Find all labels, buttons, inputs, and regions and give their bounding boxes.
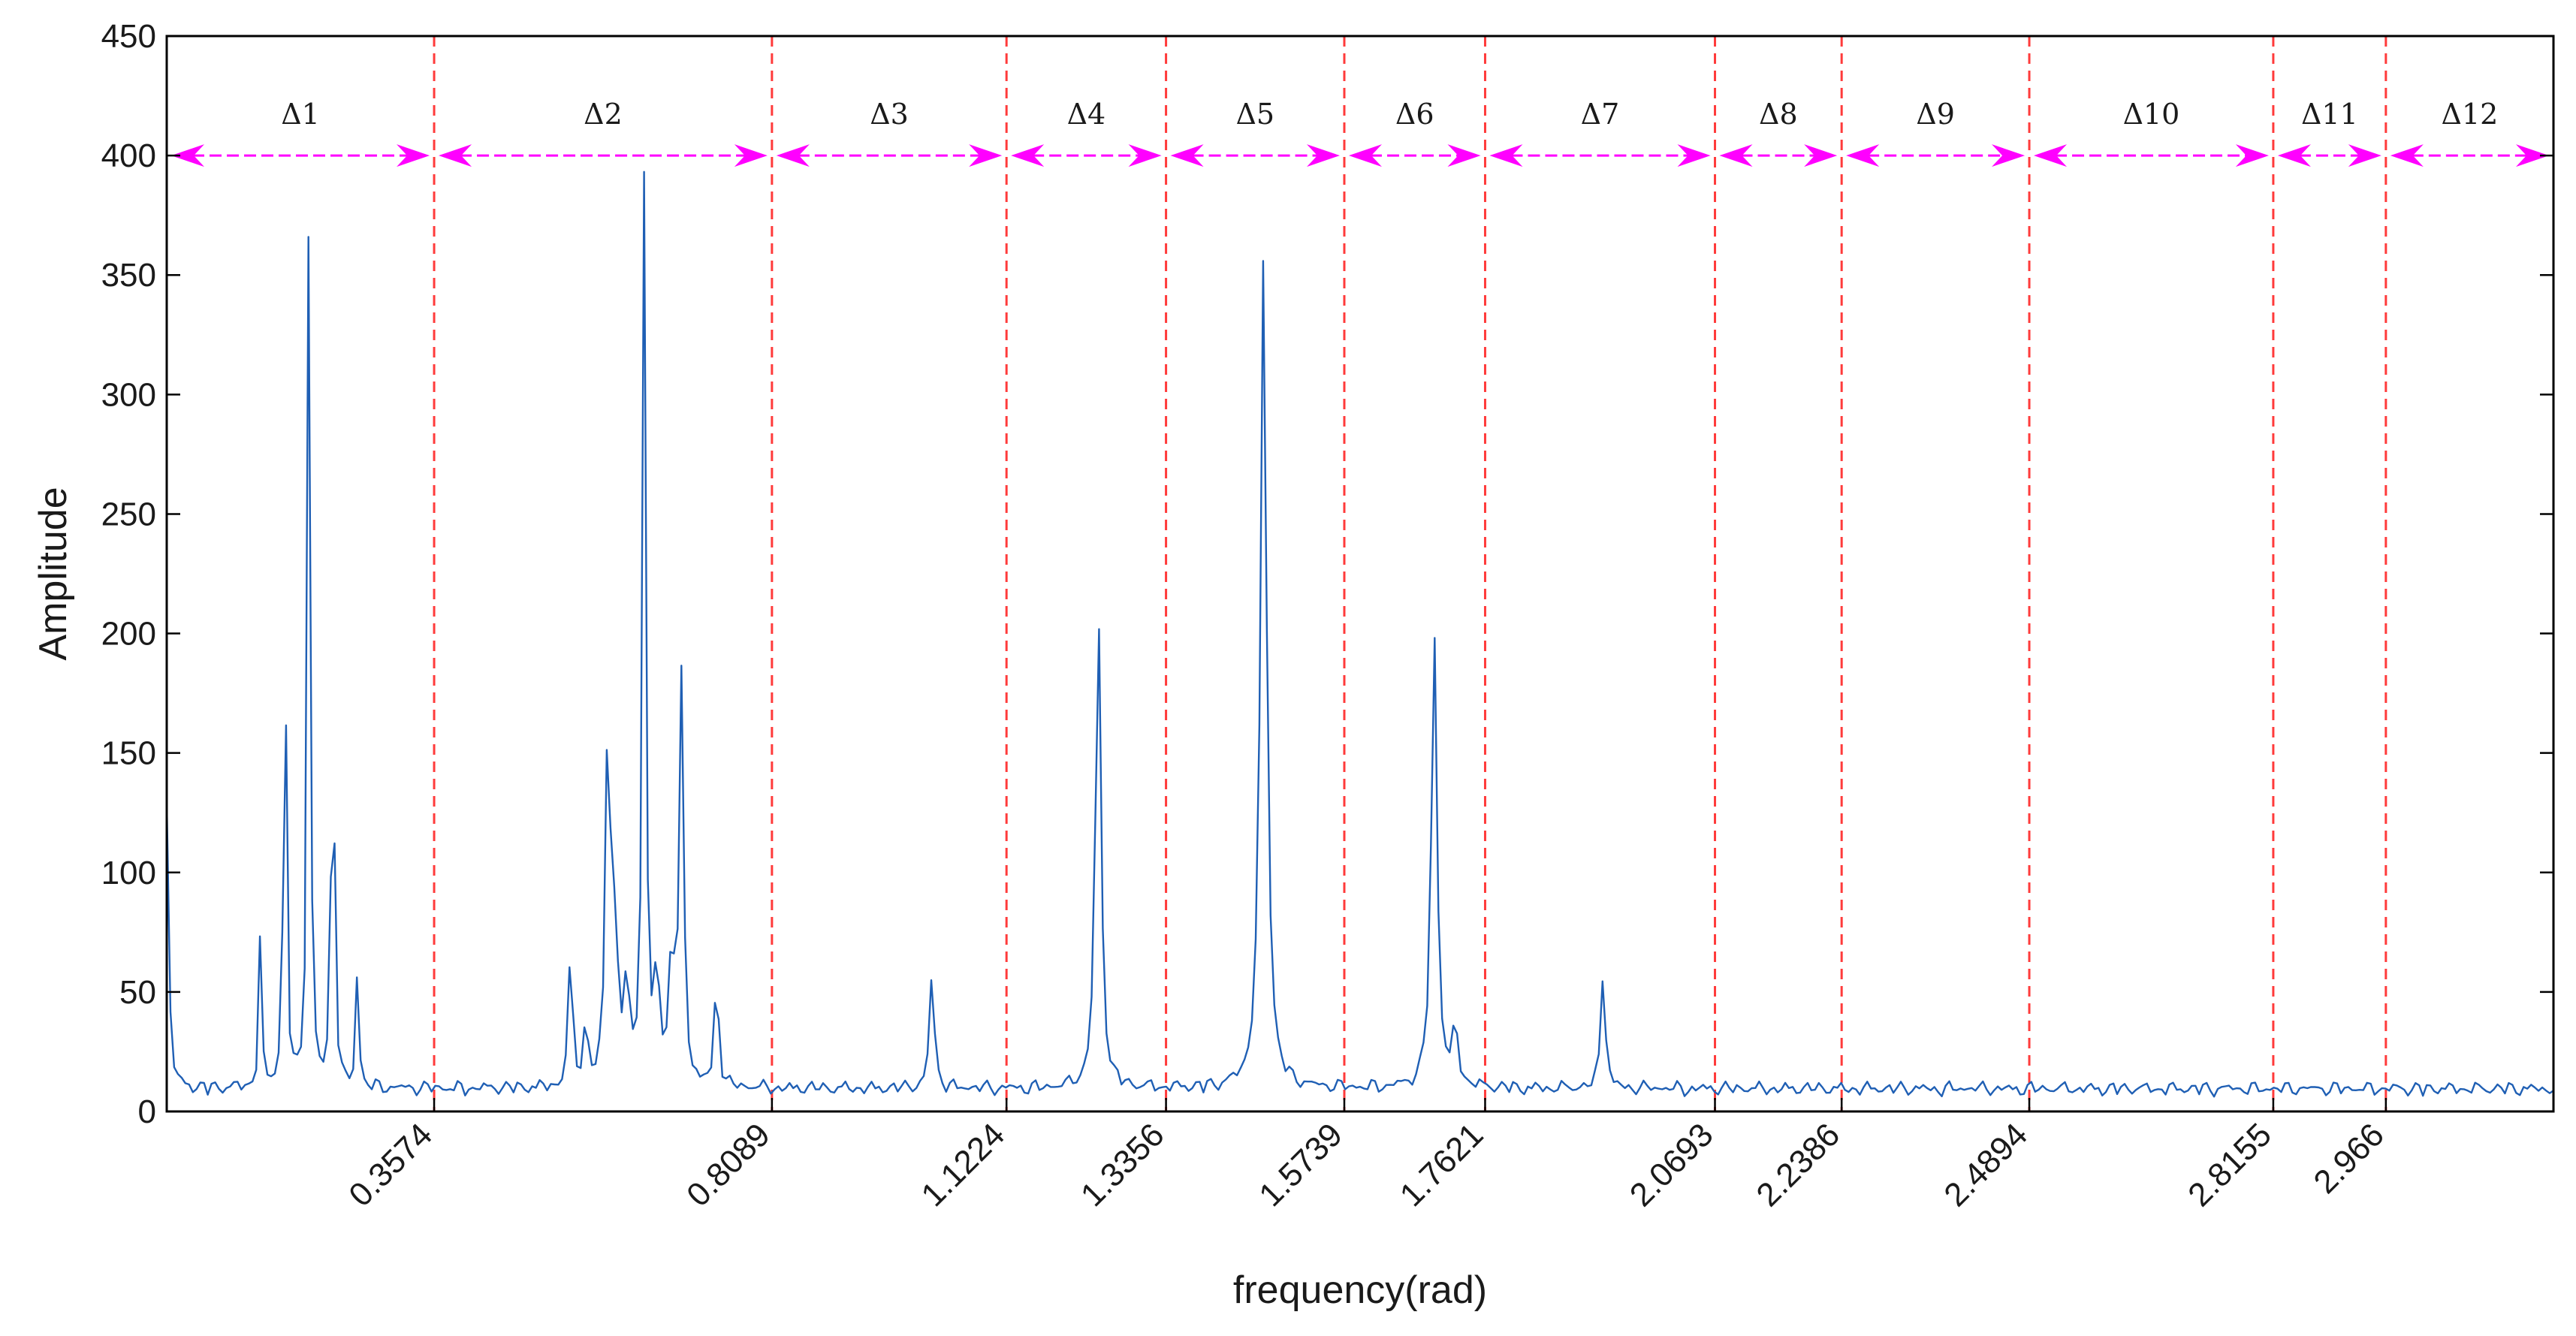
band-arrow-head-right (1677, 144, 1711, 167)
x-tick-label: 2.4894 (1937, 1116, 2035, 1214)
band-arrow-head-left (439, 144, 472, 167)
y-tick-label: 50 (119, 974, 156, 1011)
band-label: Δ9 (1916, 98, 1955, 131)
y-tick-label: 350 (101, 257, 156, 294)
x-tick-label: 1.3356 (1074, 1116, 1172, 1214)
x-tick-label: 2.966 (2306, 1116, 2391, 1201)
band-arrow-head-left (1846, 144, 1880, 167)
band-label: Δ3 (870, 98, 909, 131)
band-arrow-head-left (776, 144, 810, 167)
band-label: Δ11 (2301, 98, 2358, 131)
plot-area (167, 36, 2553, 1111)
band-arrow-head-right (1992, 144, 2026, 167)
band-arrows: Δ1 Δ2 Δ3 Δ4 Δ5 Δ6 Δ7 Δ8 Δ9 Δ10 Δ11 Δ12 (171, 98, 2549, 167)
band-label: Δ5 (1235, 98, 1274, 131)
band-arrow-head-right (1306, 144, 1340, 167)
x-tick-label: 2.0693 (1623, 1116, 1721, 1214)
x-tick-label: 0.8089 (680, 1116, 777, 1214)
band-arrow-head-right (969, 144, 1003, 167)
y-axis-title: Amplitude (32, 487, 75, 660)
y-tick-label: 250 (101, 496, 156, 532)
band-label: Δ1 (281, 98, 320, 131)
y-tick-label: 300 (101, 376, 156, 413)
band-arrow-head-left (1489, 144, 1523, 167)
band-label: Δ2 (584, 98, 623, 131)
band-label: Δ4 (1067, 98, 1106, 131)
band-label: Δ7 (1581, 98, 1620, 131)
band-arrow-head-right (2348, 144, 2381, 167)
band-arrow-head-right (1128, 144, 1162, 167)
x-tick-label: 1.1224 (914, 1116, 1012, 1214)
y-tick-label: 0 (138, 1093, 156, 1130)
band-arrow-head-left (2034, 144, 2068, 167)
x-tick-label: 2.8155 (2181, 1116, 2279, 1214)
x-tick-label: 2.2386 (1749, 1116, 1847, 1214)
x-axis-title: frequency(rad) (1233, 1268, 1487, 1312)
band-label: Δ8 (1759, 98, 1798, 131)
y-tick-label: 100 (101, 855, 156, 891)
x-tick-label: 1.5739 (1252, 1116, 1350, 1214)
y-tick-label: 150 (101, 735, 156, 772)
band-arrow-head-right (734, 144, 768, 167)
band-arrow-head-right (1804, 144, 1838, 167)
x-tick-label: 1.7621 (1393, 1116, 1491, 1214)
y-axis-ticks: 0 50 100 150 200 250 300 350 400 450 (101, 18, 2553, 1130)
y-tick-label: 450 (101, 18, 156, 55)
band-arrow-head-left (1011, 144, 1045, 167)
band-arrow-head-left (1348, 144, 1382, 167)
band-arrow-head-right (1447, 144, 1481, 167)
band-arrow-head-left (1170, 144, 1204, 167)
x-axis-ticks: 0.3574 0.8089 1.1224 1.3356 1.5739 1.7621 2.06… (342, 1098, 2391, 1214)
x-tick-label: 0.3574 (342, 1116, 439, 1214)
spectrum-line (165, 170, 2554, 1098)
band-label: Δ10 (2123, 98, 2180, 131)
band-arrow-head-left (171, 144, 204, 167)
band-label: Δ12 (2442, 98, 2499, 131)
band-arrow-head-right (2235, 144, 2269, 167)
band-arrow-head-right (2516, 144, 2549, 167)
series (165, 170, 2554, 1098)
y-tick-label: 200 (101, 616, 156, 653)
band-arrow-head-right (397, 144, 430, 167)
band-label: Δ6 (1395, 98, 1434, 131)
plot-frame (165, 35, 2555, 1113)
band-arrow-head-left (2390, 144, 2424, 167)
band-arrow-head-left (2277, 144, 2311, 167)
band-arrow-head-left (1719, 144, 1753, 167)
band-boundaries (433, 36, 2387, 1111)
y-tick-label: 400 (101, 137, 156, 174)
